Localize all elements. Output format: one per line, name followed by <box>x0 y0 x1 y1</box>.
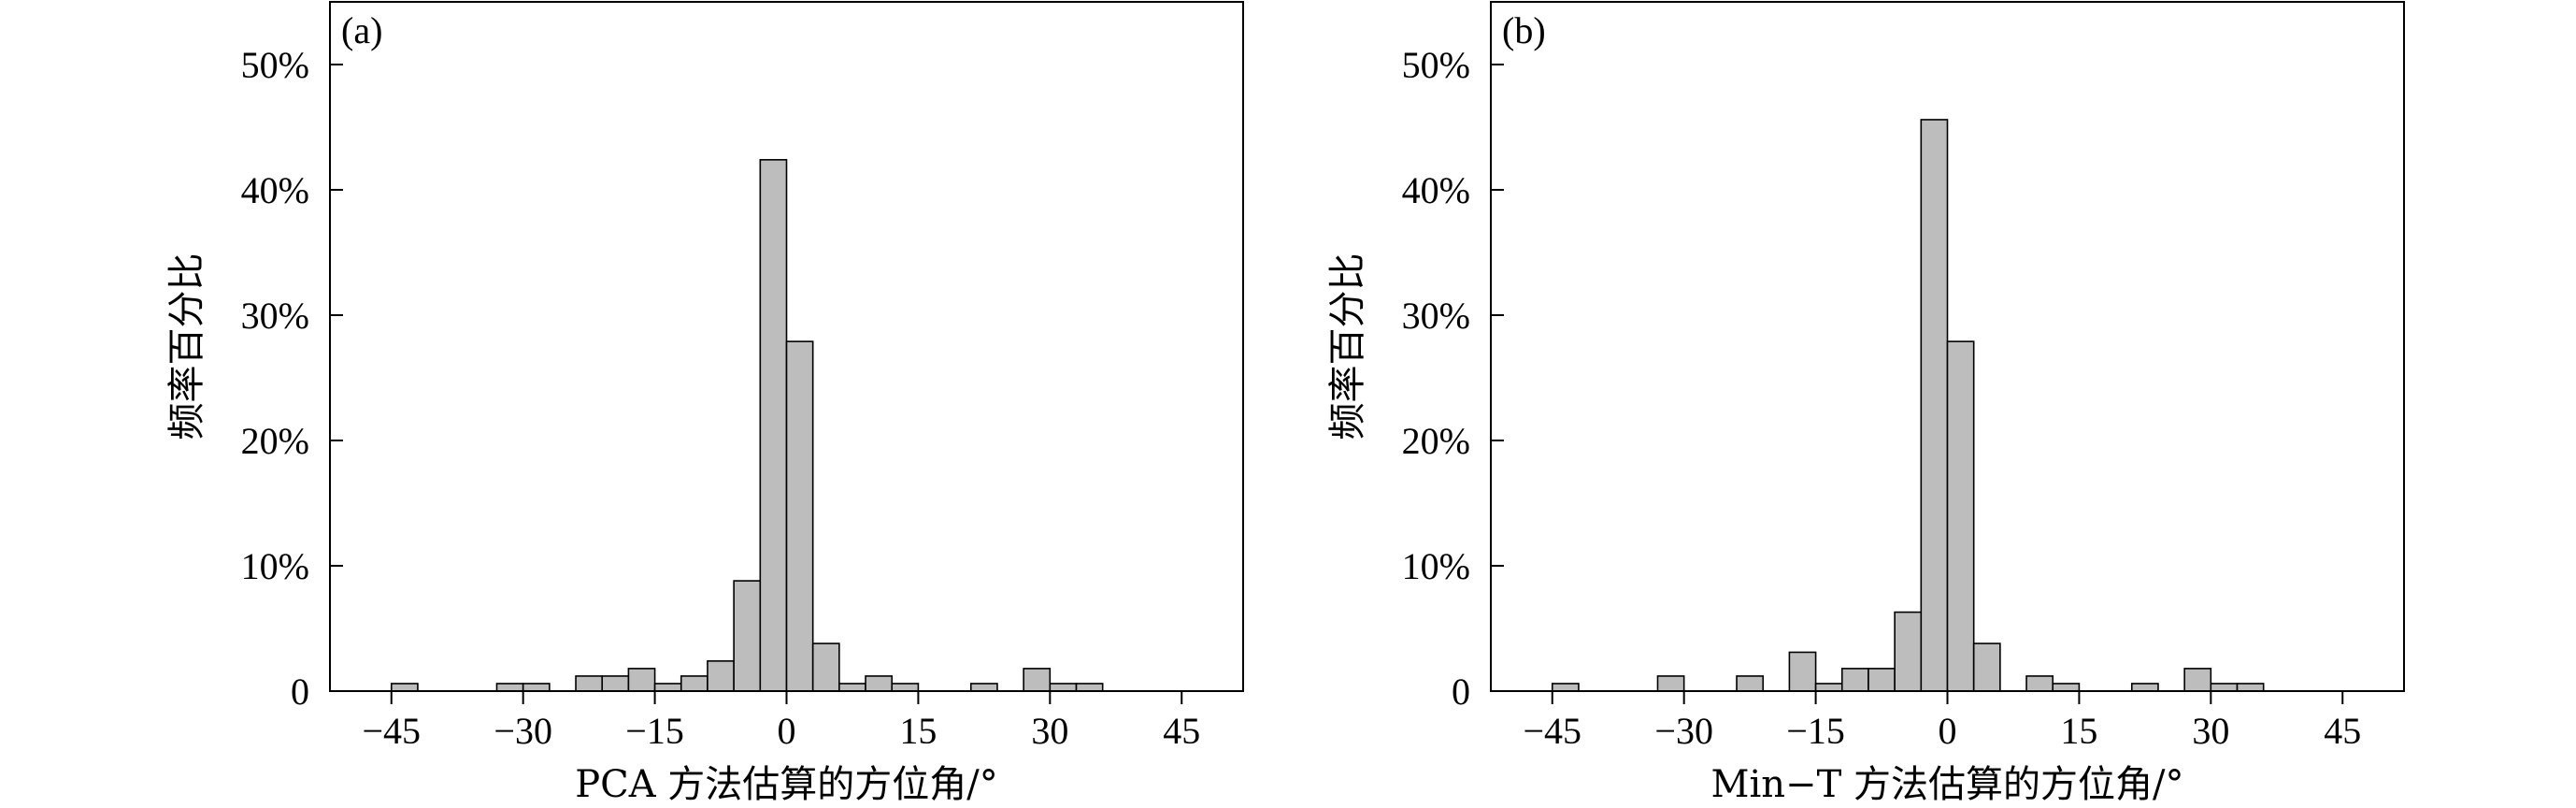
histogram-bar <box>707 660 735 692</box>
histogram-bar <box>2130 683 2159 692</box>
histogram-bar <box>1023 668 1052 692</box>
y-tick-label: 10% <box>241 545 309 587</box>
x-axis-title: Min−T 方法估算的方位角/° <box>1711 763 2184 806</box>
x-tick-label: −30 <box>494 710 552 752</box>
x-tick-label: 30 <box>2192 710 2229 752</box>
histogram-bar <box>785 340 814 692</box>
panel-label: (a) <box>341 9 382 51</box>
histogram-bar <box>522 683 551 692</box>
y-tick-label: 50% <box>241 44 309 86</box>
histogram-bar <box>680 675 708 692</box>
histogram-bar <box>390 683 419 692</box>
histogram-bar <box>2025 675 2054 692</box>
histogram-bar <box>2210 683 2239 692</box>
y-tick-label: 20% <box>1402 420 1470 462</box>
y-tick-label: 30% <box>1402 295 1470 337</box>
chart-panel-a: −45 −30 −15 0 15 30 45 0 10% 20% 30% 40% 50% PCA 方法估算… <box>165 1 1244 806</box>
x-tick-label: −45 <box>1523 710 1581 752</box>
y-tick-label: 40% <box>1402 169 1470 211</box>
histogram-bar <box>601 675 630 692</box>
x-tick-label: −15 <box>1786 710 1845 752</box>
histogram-bar <box>1736 675 1765 692</box>
histogram-bar <box>1894 611 1923 692</box>
histogram-bar <box>969 683 998 692</box>
y-tick-label: 20% <box>241 420 309 462</box>
x-tick-label: −15 <box>625 710 684 752</box>
y-axis-title: 频率百分比 <box>165 253 208 440</box>
histogram-bar <box>1551 683 1580 692</box>
histogram-bar <box>1049 683 1078 692</box>
histogram-bar <box>1972 642 2001 692</box>
histogram-bar <box>2236 683 2265 692</box>
x-tick-label: 15 <box>899 710 937 752</box>
histogram-bar <box>1946 340 1975 692</box>
x-tick-label: 45 <box>1163 710 1200 752</box>
x-tick-label: 0 <box>1939 710 1957 752</box>
histogram-bar <box>1075 683 1104 692</box>
x-tick-label: 30 <box>1031 710 1068 752</box>
y-tick-label: 0 <box>291 671 309 713</box>
y-axis-title: 频率百分比 <box>1326 253 1369 440</box>
histogram-bar <box>653 683 682 692</box>
x-tick-label: 45 <box>2324 710 2361 752</box>
histogram-bar <box>733 580 762 692</box>
histogram-bar <box>865 675 894 692</box>
histogram-bar <box>627 668 656 692</box>
x-tick-label: −30 <box>1654 710 1713 752</box>
histogram-bar <box>1868 668 1896 692</box>
y-tick-label: 50% <box>1402 44 1470 86</box>
y-tick-label: 40% <box>241 169 309 211</box>
histogram-bar <box>1840 668 1869 692</box>
histogram-bar <box>891 683 920 692</box>
histogram-bar <box>1788 651 1817 692</box>
x-tick-label: 15 <box>2060 710 2097 752</box>
y-tick-label: 30% <box>241 295 309 337</box>
histogram-bar <box>759 159 788 692</box>
x-tick-label: 0 <box>778 710 796 752</box>
x-axis-title: PCA 方法估算的方位角/° <box>575 763 998 806</box>
panel-label: (b) <box>1502 9 1546 51</box>
histogram-bar <box>1814 683 1843 692</box>
y-tick-label: 0 <box>1452 671 1470 713</box>
x-tick-label: −45 <box>362 710 421 752</box>
histogram-bar <box>811 642 840 692</box>
histogram-bar <box>2183 668 2212 692</box>
histogram-bar <box>1920 119 1949 692</box>
histogram-bar <box>495 683 524 692</box>
chart-panel-b: −45 −30 −15 0 15 30 45 0 10% 20% 30% 40% 50% Min−T 方法… <box>1326 1 2405 806</box>
y-tick-label: 10% <box>1402 545 1470 587</box>
histogram-bar <box>2052 683 2081 692</box>
histogram-bar <box>575 675 604 692</box>
histogram-bar <box>838 683 866 692</box>
histogram-bar <box>1656 675 1685 692</box>
